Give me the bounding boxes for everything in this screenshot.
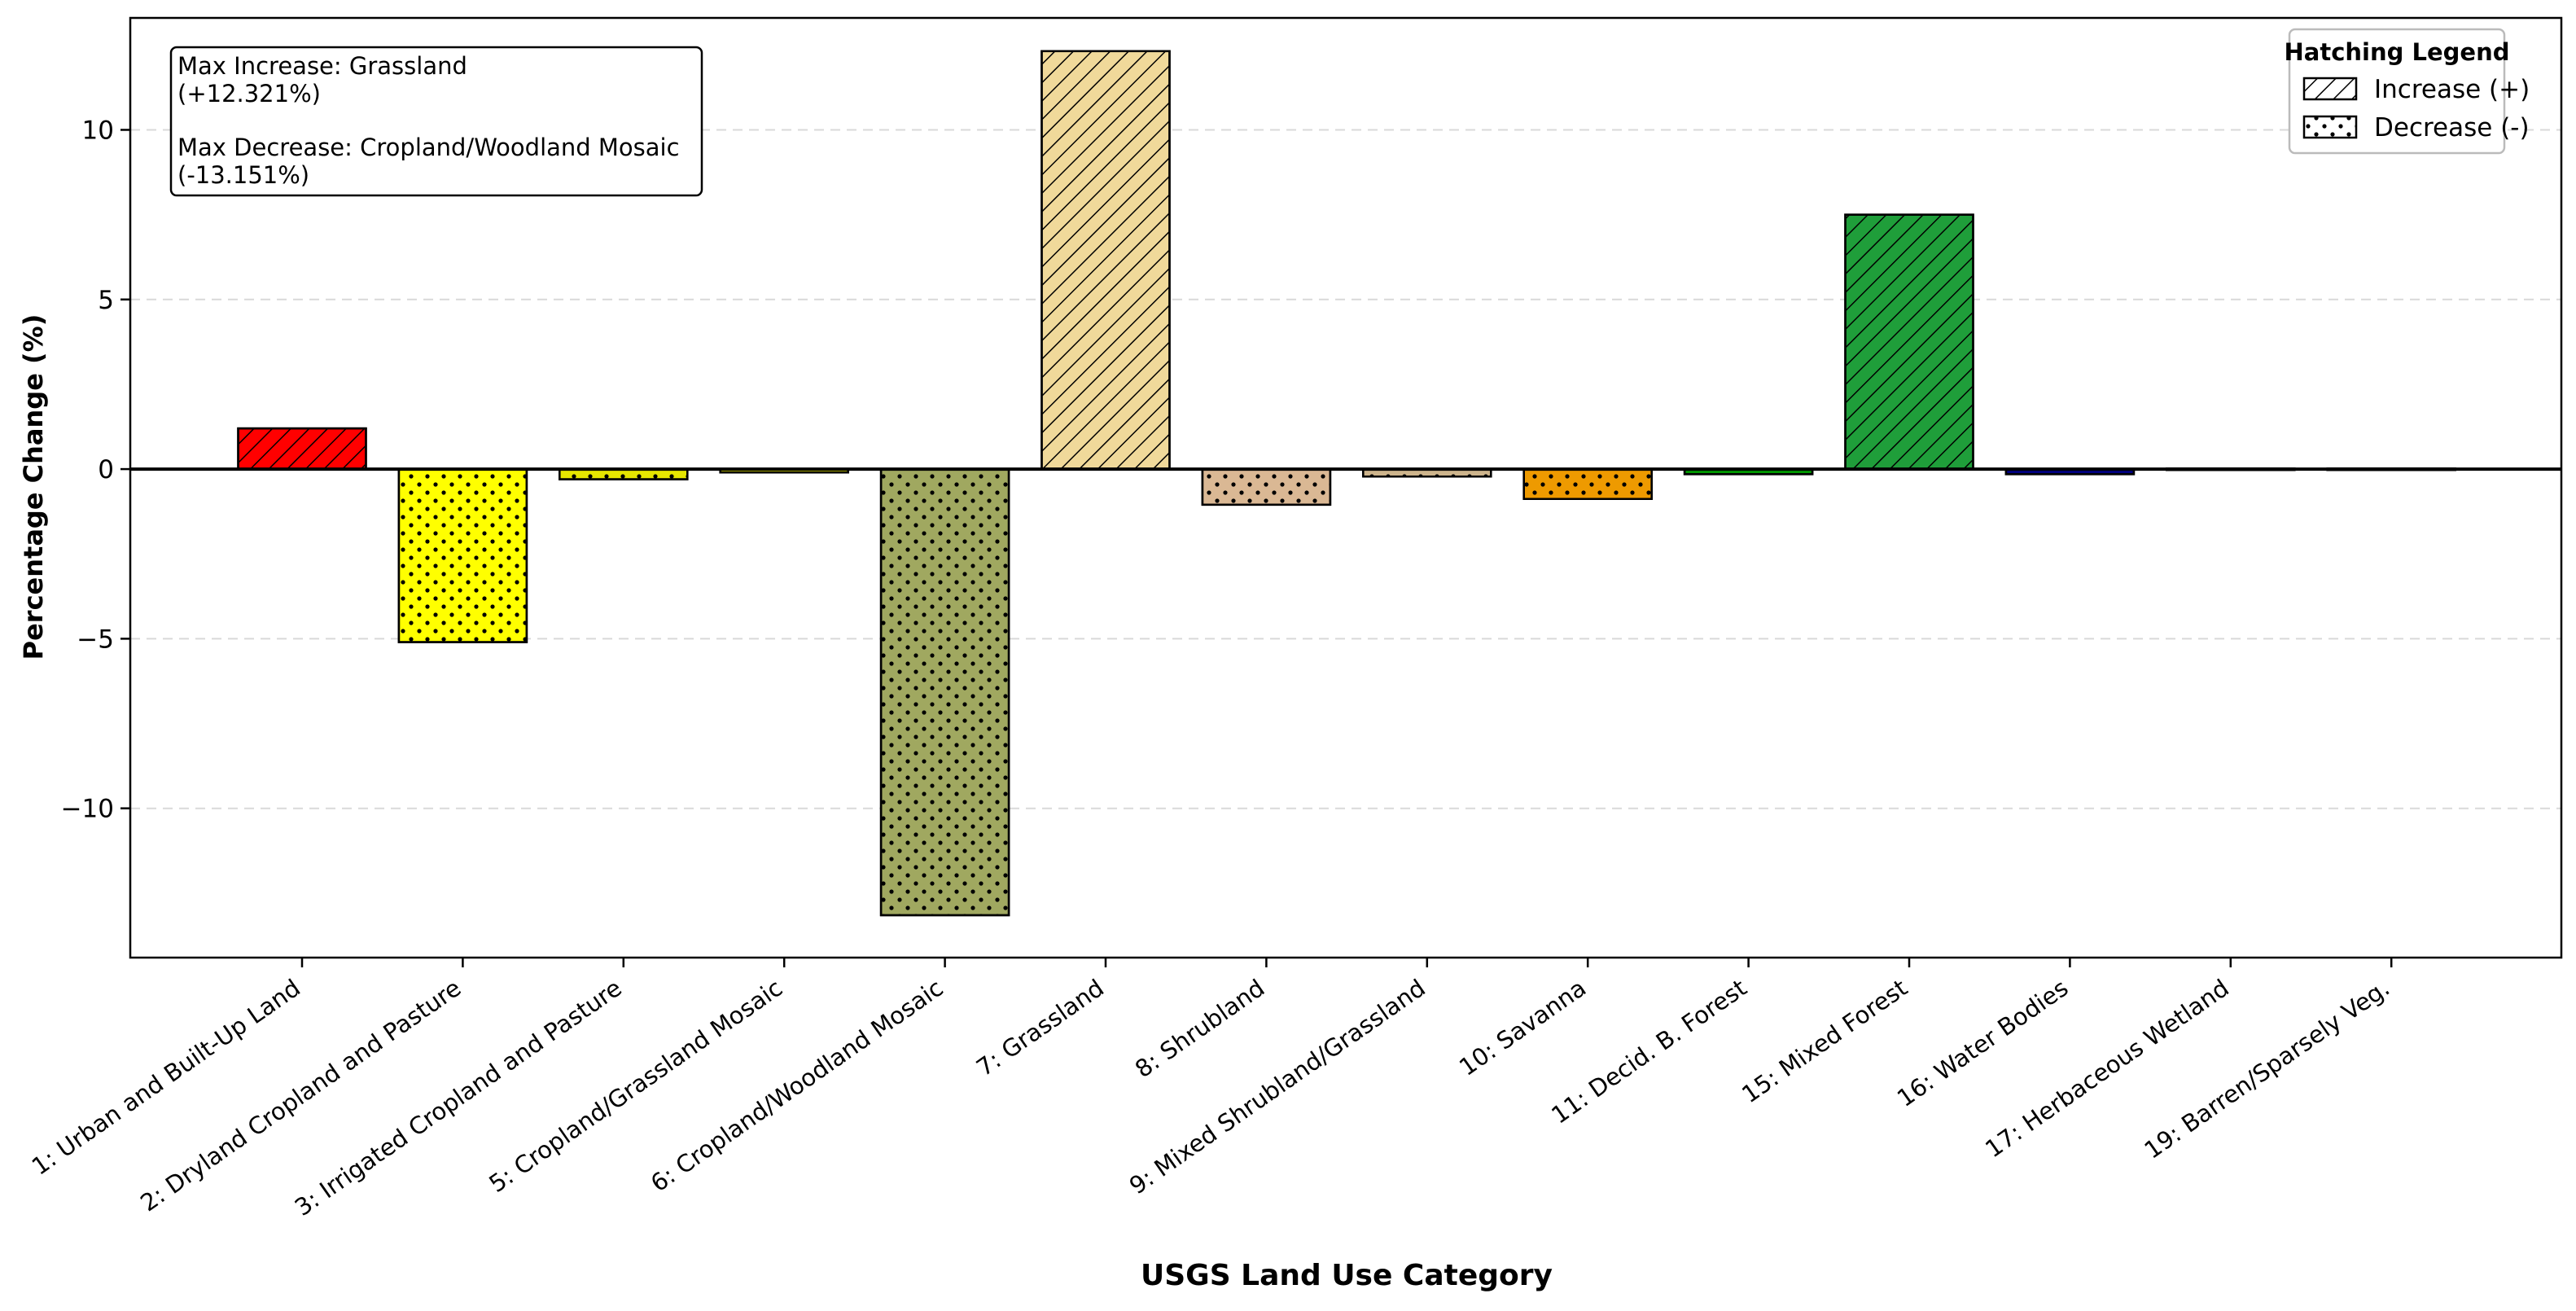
bar-pattern [1040,50,1171,471]
legend-swatch-hatch [2302,77,2358,101]
x-tick-label: 8: Shrubland [1130,974,1270,1083]
legend-swatch-dots [2302,115,2358,139]
y-axis-ticks: 10 5 0 −5 −10 [61,116,130,824]
y-tick-label: 10 [82,116,114,145]
x-tick-label: 5: Cropland/Grassland Mosaic [484,974,787,1198]
legend-label: Increase (+) [2374,75,2530,104]
y-axis-label: Percentage Change (%) [18,314,49,660]
x-tick-label: 6: Cropland/Woodland Mosaic [646,974,948,1197]
x-axis-label: USGS Land Use Category [1141,1259,1553,1292]
x-tick-label: 16: Water Bodies [1892,974,2074,1112]
annotation-box: Max Increase: Grassland (+12.321%) Max D… [169,46,703,197]
bar-pattern [1201,467,1332,506]
grid-layer [130,129,2561,809]
annotation-line: Max Decrease: Cropland/Woodland Mosaic [177,134,680,161]
bar-pattern [1844,213,1974,471]
bars-layer [237,50,2456,917]
x-tick-label: 3: Irrigated Cropland and Pasture [290,974,627,1221]
y-tick-label: −5 [77,625,114,654]
x-tick-label: 9: Mixed Shrubland/Grassland [1124,974,1430,1199]
bar-pattern [879,467,1010,917]
legend: Hatching Legend Increase (+) Decrease (-… [2285,28,2530,155]
bar-pattern [1522,467,1653,500]
annotation-line: (+12.321%) [177,80,321,107]
legend-label: Decrease (-) [2374,113,2530,142]
annotation-line: Max Increase: Grassland [177,52,467,80]
bar-pattern [397,467,528,643]
legend-title: Hatching Legend [2285,38,2510,66]
plot-frame [129,16,2563,959]
y-tick-label: 0 [98,455,114,484]
y-tick-label: 5 [98,286,114,315]
bar-pattern [237,427,367,471]
annotation-line: (-13.151%) [177,161,309,189]
x-tick-label: 1: Urban and Built-Up Land [27,974,305,1181]
x-tick-label: 2: Dryland Cropland and Pasture [135,974,466,1217]
x-tick-label: 10: Savanna [1454,974,1591,1081]
x-tick-label: 7: Grassland [971,974,1109,1082]
x-tick-label: 15: Mixed Forest [1737,974,1912,1108]
y-tick-label: −10 [61,795,114,824]
